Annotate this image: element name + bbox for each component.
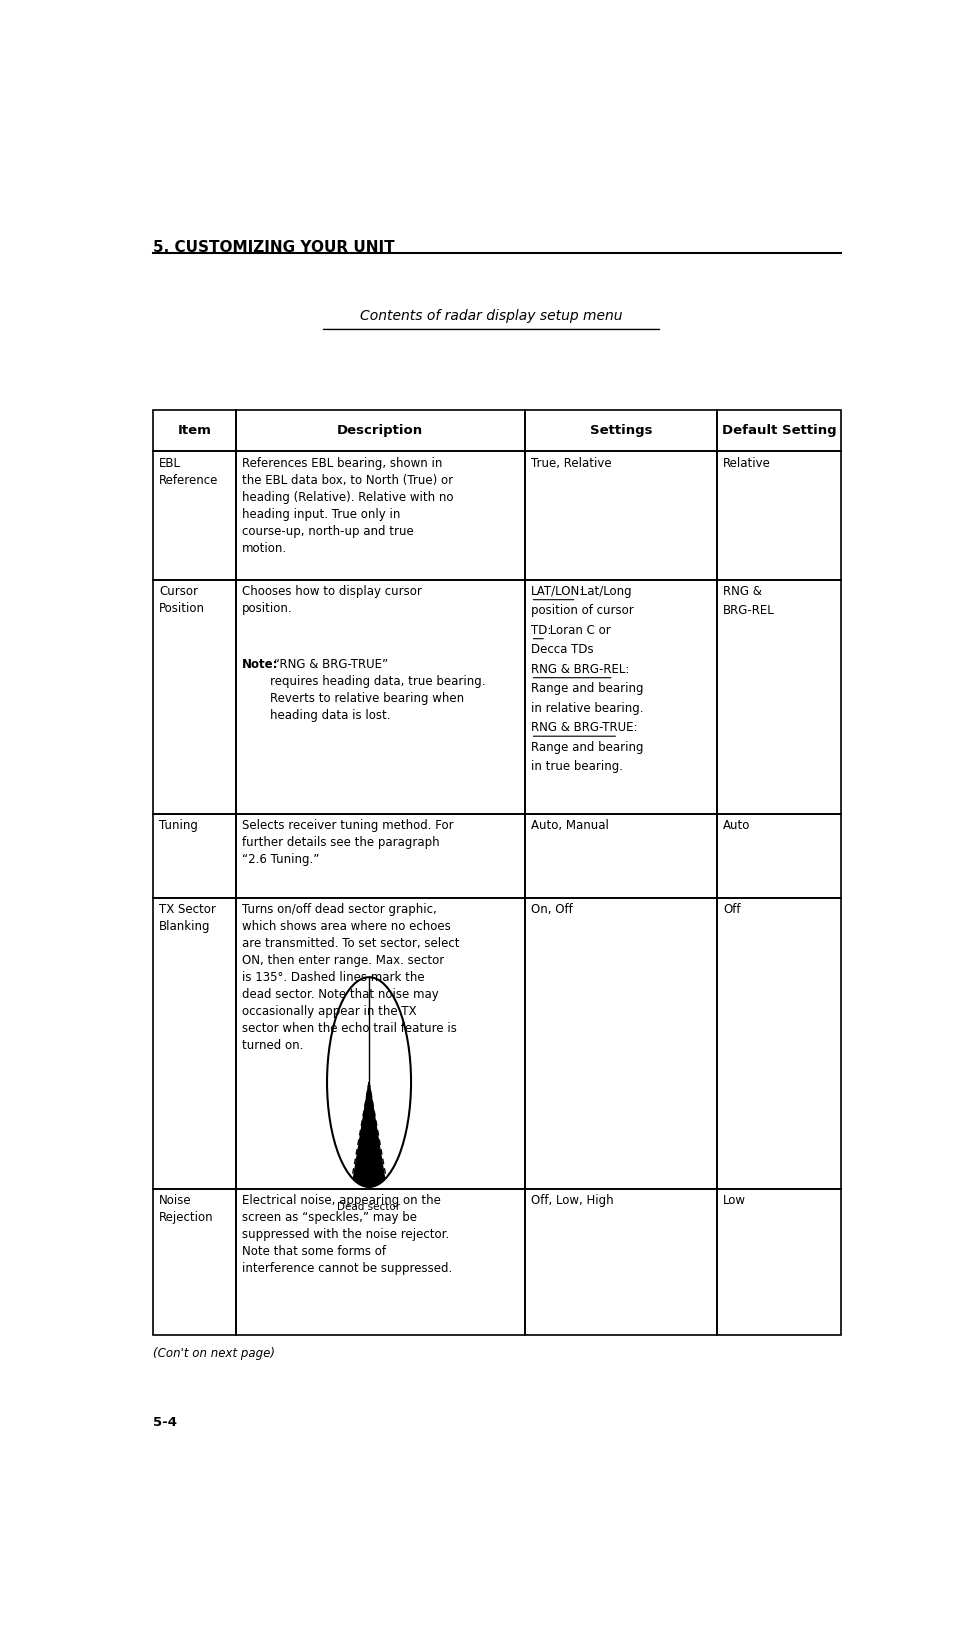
Text: TD:: TD: [530,624,550,637]
Text: Low: Low [723,1194,746,1208]
Text: in true bearing.: in true bearing. [530,760,622,773]
Text: Decca TDs: Decca TDs [530,644,593,657]
Text: Selects receiver tuning method. For
further details see the paragraph
“2.6 Tunin: Selects receiver tuning method. For furt… [242,819,454,866]
Text: RNG &
BRG-REL: RNG & BRG-REL [723,585,775,616]
Text: EBL
Reference: EBL Reference [159,456,219,487]
Text: Default Setting: Default Setting [721,425,836,438]
Text: “RNG & BRG-TRUE”
requires heading data, true bearing.
Reverts to relative bearin: “RNG & BRG-TRUE” requires heading data, … [270,657,485,722]
Text: RNG & BRG-REL:: RNG & BRG-REL: [530,663,629,675]
Text: Dead sector: Dead sector [338,1201,401,1211]
Text: Turns on/off dead sector graphic,
which shows area where no echoes
are transmitt: Turns on/off dead sector graphic, which … [242,902,459,1052]
Text: Electrical noise, appearing on the
screen as “speckles,” may be
suppressed with : Electrical noise, appearing on the scree… [242,1194,452,1275]
Text: RNG & BRG-TRUE:: RNG & BRG-TRUE: [530,721,637,734]
Text: Relative: Relative [723,456,771,469]
Text: Chooses how to display cursor
position.: Chooses how to display cursor position. [242,585,422,614]
Text: Range and bearing: Range and bearing [530,740,643,753]
Text: position of cursor: position of cursor [530,605,633,618]
Text: Off: Off [723,902,740,915]
Text: LAT/LON:: LAT/LON: [530,585,584,598]
Text: Auto, Manual: Auto, Manual [530,819,608,832]
Text: Noise
Rejection: Noise Rejection [159,1194,214,1224]
Text: Range and bearing: Range and bearing [530,681,643,694]
Text: Description: Description [338,425,423,438]
Text: On, Off: On, Off [530,902,573,915]
Text: Loran C or: Loran C or [546,624,611,637]
Text: Auto: Auto [723,819,750,832]
Text: in relative bearing.: in relative bearing. [530,701,643,714]
Text: Cursor
Position: Cursor Position [159,585,205,614]
Text: Contents of radar display setup menu: Contents of radar display setup menu [361,309,622,324]
Text: Item: Item [177,425,212,438]
Text: TX Sector
Blanking: TX Sector Blanking [159,902,216,933]
Text: Lat/Long: Lat/Long [576,585,631,598]
Text: (Con't on next page): (Con't on next page) [153,1348,275,1361]
Text: True, Relative: True, Relative [530,456,611,469]
Text: Off, Low, High: Off, Low, High [530,1194,613,1208]
Text: 5. CUSTOMIZING YOUR UNIT: 5. CUSTOMIZING YOUR UNIT [153,240,395,255]
Text: Tuning: Tuning [159,819,199,832]
Text: References EBL bearing, shown in
the EBL data box, to North (True) or
heading (R: References EBL bearing, shown in the EBL… [242,456,454,554]
Text: 5-4: 5-4 [153,1417,177,1430]
Text: Settings: Settings [590,425,652,438]
Text: Note:: Note: [242,657,278,670]
